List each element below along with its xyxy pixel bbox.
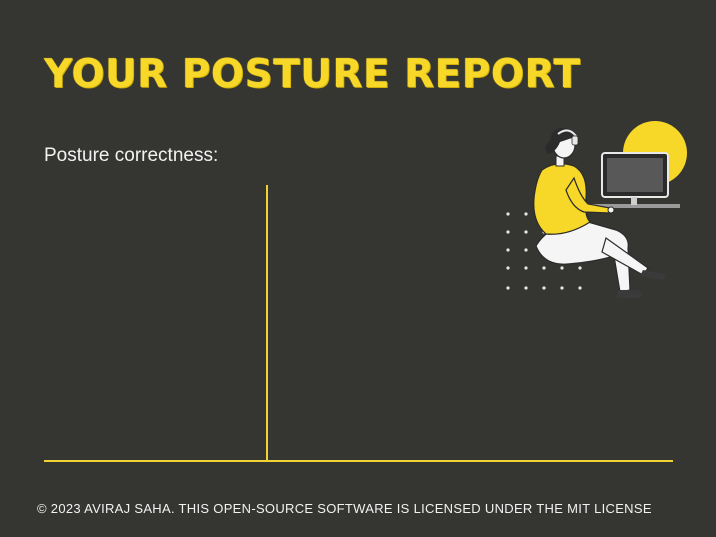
- chart-y-axis: [266, 185, 268, 462]
- chart-x-axis: [44, 460, 673, 462]
- posture-correctness-label: Posture correctness:: [44, 145, 219, 166]
- license-footer: © 2023 AVIRAJ SAHA. THIS OPEN-SOURCE SOF…: [37, 501, 652, 516]
- report-title: YOUR POSTURE REPORT: [44, 52, 581, 97]
- person-at-computer-icon: [506, 121, 687, 298]
